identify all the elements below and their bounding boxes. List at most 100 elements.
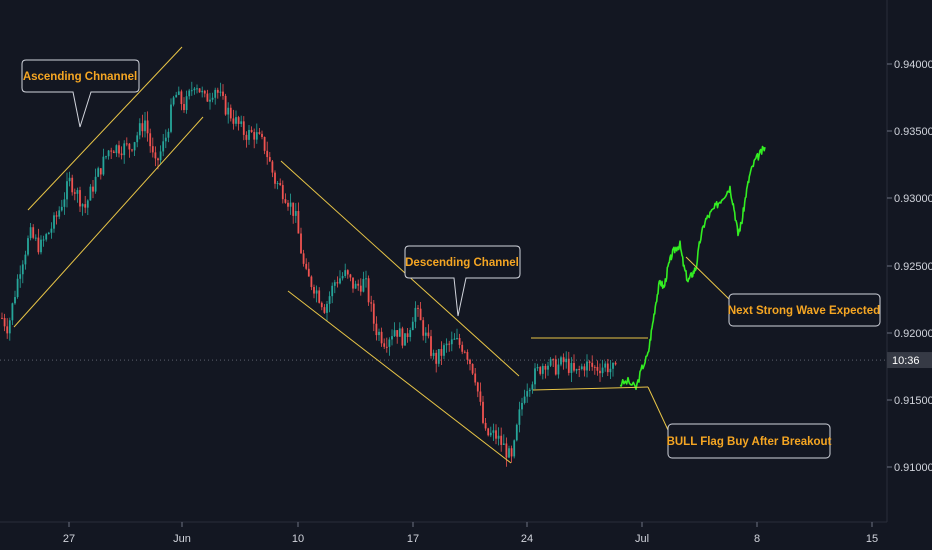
- candle-body: [339, 278, 341, 284]
- projection-line: [619, 145, 766, 391]
- candle-body: [86, 200, 89, 208]
- candle-body: [84, 204, 87, 208]
- candle-body: [253, 132, 256, 140]
- candle-body: [216, 89, 219, 93]
- candle-body: [362, 278, 365, 292]
- candle-body: [505, 443, 508, 458]
- candle-body: [541, 365, 544, 374]
- callout-descending-channel[interactable]: Descending Channel: [404, 245, 521, 317]
- candle-body: [60, 206, 63, 211]
- projection-path: [619, 145, 766, 391]
- y-tick-label: 0.91500: [894, 395, 932, 407]
- candle-body: [196, 88, 198, 90]
- candle-body: [294, 211, 297, 216]
- candle-body: [500, 435, 503, 445]
- candle-body: [159, 151, 162, 161]
- candle-body: [562, 357, 565, 363]
- candle-body: [276, 183, 279, 185]
- candle-body: [448, 343, 451, 345]
- candle-body: [214, 89, 217, 98]
- candle-body: [591, 362, 594, 367]
- candle-body: [560, 357, 562, 365]
- candle-body: [1, 317, 3, 319]
- callout-label: Descending Channel: [405, 257, 519, 269]
- candle-body: [378, 331, 380, 336]
- candle-body: [417, 307, 419, 309]
- candle-body: [349, 274, 352, 278]
- candle-body: [76, 190, 79, 194]
- candle-body: [40, 239, 42, 253]
- candle-body: [391, 336, 393, 340]
- candle-body: [287, 202, 289, 207]
- candle-body: [604, 363, 607, 368]
- candle-body: [445, 343, 448, 346]
- candle-body: [133, 142, 136, 151]
- candle-body: [570, 363, 573, 373]
- price-tag-label: 10:36: [892, 355, 920, 367]
- candle-body: [432, 352, 435, 356]
- candle-body: [55, 215, 58, 217]
- time-axis[interactable]: 27 Jun 10 17 24 Jul 8 15: [63, 522, 878, 545]
- y-tick-label: 0.91000: [894, 462, 932, 474]
- candle-body: [250, 129, 253, 133]
- candle-body: [552, 359, 555, 361]
- price-axis[interactable]: 0.94000 0.93500 0.93000 0.92500 0.92000 0.915…: [887, 59, 932, 474]
- candle-body: [227, 107, 230, 115]
- candle-body: [94, 176, 97, 192]
- candle-body: [437, 349, 440, 364]
- candle-body: [58, 210, 61, 217]
- descending-channel-upper: [280, 160, 520, 377]
- candle-body: [131, 149, 133, 151]
- candle-body: [341, 276, 344, 279]
- candle-body: [515, 424, 518, 441]
- candle-body: [45, 234, 48, 240]
- candle-body: [484, 422, 487, 429]
- descending-channel-lower: [287, 290, 512, 464]
- price-tag-box: [887, 352, 932, 369]
- y-tick-label: 0.94000: [894, 59, 932, 71]
- candle-body: [8, 320, 11, 334]
- current-price-tag: 10:36: [0, 352, 932, 369]
- callout-next-wave[interactable]: Next Strong Wave Expected: [728, 293, 881, 327]
- candle-body: [24, 254, 27, 265]
- candle-body: [518, 409, 521, 425]
- candle-body: [599, 370, 601, 374]
- candle-body: [300, 233, 302, 254]
- candle-body: [427, 332, 430, 337]
- candle-body: [79, 190, 81, 207]
- candle-body: [489, 432, 492, 436]
- candle-body: [466, 352, 469, 360]
- candle-body: [89, 186, 92, 201]
- candle-body: [528, 389, 531, 392]
- candle-body: [141, 123, 144, 132]
- candle-body: [284, 199, 287, 203]
- candle-body: [471, 363, 474, 374]
- ascending-channel-lower: [13, 116, 204, 328]
- candle-body: [175, 94, 178, 98]
- callout-bull-flag[interactable]: BULL Flag Buy After Breakout: [667, 423, 832, 459]
- candle-body: [482, 401, 484, 423]
- callout-label: Ascending Chnannel: [23, 71, 137, 83]
- callout-bubble: [404, 245, 521, 317]
- candle-body: [11, 303, 14, 321]
- candle-body: [310, 276, 313, 288]
- candle-body: [71, 177, 74, 193]
- candle-body: [292, 202, 295, 216]
- candle-body: [302, 253, 305, 264]
- x-tick-label: 27: [63, 533, 75, 545]
- candle-body: [105, 156, 107, 158]
- callout-ascending-channel[interactable]: Ascending Chnannel: [21, 59, 140, 128]
- x-tick-label: 8: [754, 533, 760, 545]
- candle-body: [614, 362, 617, 365]
- wave-callout-pointer: [685, 256, 731, 301]
- candle-body: [237, 117, 240, 124]
- candle-body: [279, 183, 282, 186]
- candle-body: [458, 338, 461, 345]
- candle-body: [393, 330, 396, 337]
- candle-body: [151, 146, 154, 153]
- candle-body: [128, 143, 131, 150]
- candle-body: [206, 93, 209, 102]
- candle-body: [222, 91, 224, 96]
- candle-body: [575, 368, 578, 371]
